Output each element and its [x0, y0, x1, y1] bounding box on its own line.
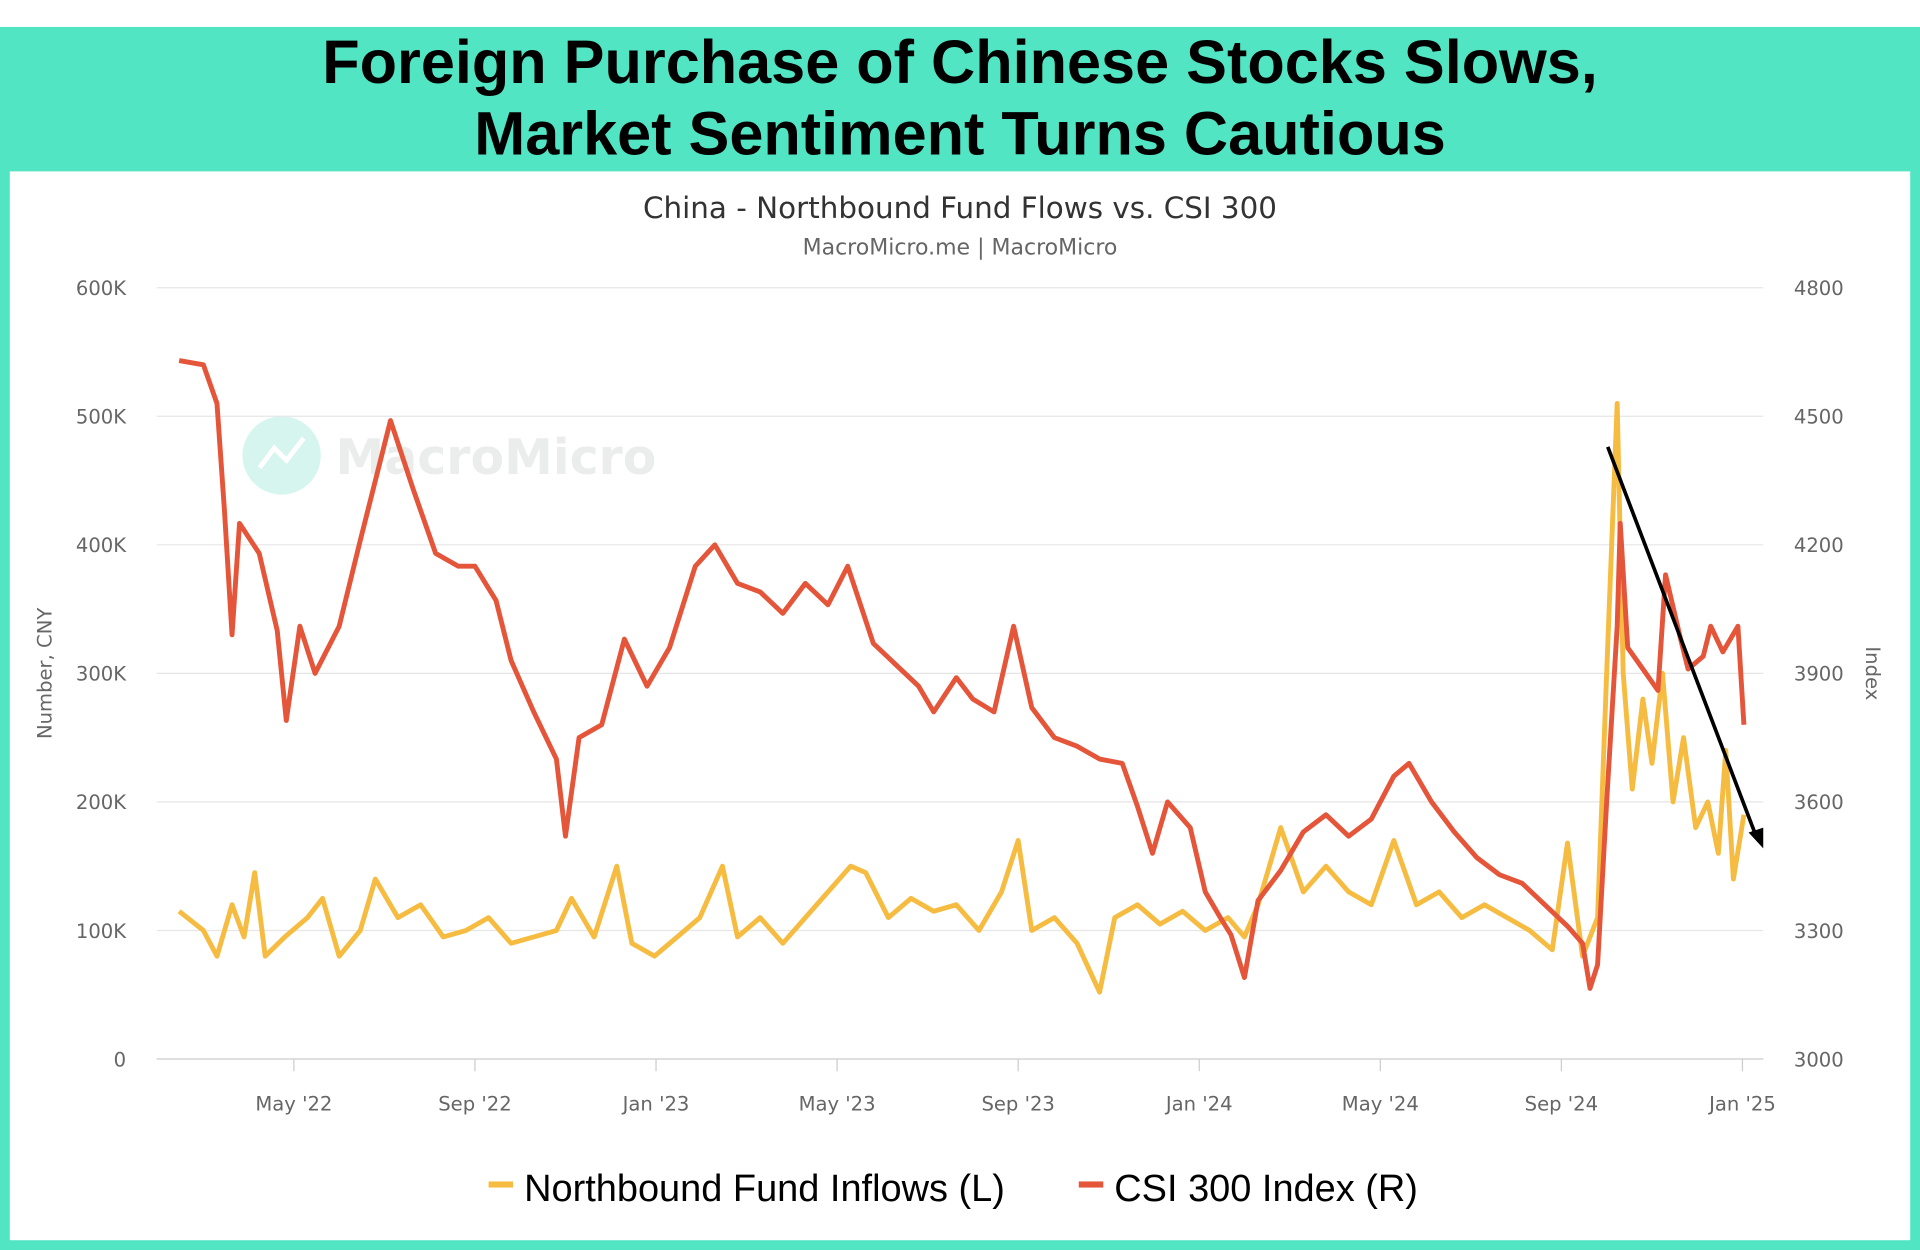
y2-tick-label: 3600	[1794, 791, 1844, 814]
headline-line-2: Market Sentiment Turns Cautious	[474, 99, 1446, 167]
chart-title: China - Northbound Fund Flows vs. CSI 30…	[643, 191, 1277, 225]
y-axis-label: Number, CNY	[33, 608, 56, 739]
x-tick-label: Sep '23	[981, 1092, 1054, 1115]
headline-line-1: Foreign Purchase of Chinese Stocks Slows…	[322, 28, 1598, 96]
y-tick-label: 600K	[76, 277, 127, 300]
legend-item-inflows[interactable]: Northbound Fund Inflows (L)	[488, 1168, 1005, 1210]
y-tick-label: 0	[114, 1048, 126, 1071]
watermark-logo-mark	[257, 436, 306, 470]
chart-panel	[9, 171, 1911, 1241]
y2-tick-label: 4200	[1794, 534, 1844, 557]
x-tick-label: May '23	[799, 1092, 876, 1115]
y-tick-label: 500K	[76, 406, 127, 429]
y2-tick-label: 3900	[1794, 663, 1844, 686]
series-line-inflows	[177, 400, 1747, 995]
x-tick-label: May '24	[1342, 1092, 1419, 1115]
y-tick-label: 300K	[76, 663, 127, 686]
legend-item-csi[interactable]: CSI 300 Index (R)	[1078, 1168, 1418, 1210]
x-tick-label: Jan '24	[1164, 1092, 1233, 1115]
chart-source: MacroMicro.me | MacroMicro	[803, 236, 1118, 261]
trend-arrow-line	[1606, 446, 1757, 834]
x-tick-label: Jan '25	[1707, 1092, 1776, 1115]
y2-tick-label: 4800	[1794, 277, 1844, 300]
x-tick-label: Jan '23	[621, 1092, 690, 1115]
series-line-csi300	[178, 358, 1747, 991]
y-tick-label: 200K	[76, 791, 127, 814]
y2-tick-label: 3000	[1794, 1048, 1844, 1071]
legend-swatch-csi	[1078, 1181, 1104, 1188]
y-tick-label: 100K	[76, 920, 127, 943]
watermark-logo: MacroMicro	[242, 416, 657, 495]
legend-label-inflows: Northbound Fund Inflows (L)	[524, 1168, 1005, 1210]
y2-tick-label: 3300	[1794, 920, 1844, 943]
x-tick-label: Sep '22	[438, 1092, 511, 1115]
legend-swatch-inflows	[488, 1181, 514, 1188]
legend: Northbound Fund Inflows (L) CSI 300 Inde…	[488, 1168, 1418, 1210]
y-tick-label: 400K	[76, 534, 127, 557]
watermark-text: MacroMicro	[336, 429, 657, 486]
x-tick-label: May '22	[255, 1092, 332, 1115]
x-tick-label: Sep '24	[1525, 1092, 1598, 1115]
y2-axis-label: Index	[1861, 646, 1884, 700]
legend-label-csi: CSI 300 Index (R)	[1114, 1168, 1418, 1210]
y2-tick-label: 4500	[1794, 406, 1844, 429]
trend-arrow-head	[1748, 827, 1764, 849]
trend-arrow	[1606, 446, 1764, 849]
